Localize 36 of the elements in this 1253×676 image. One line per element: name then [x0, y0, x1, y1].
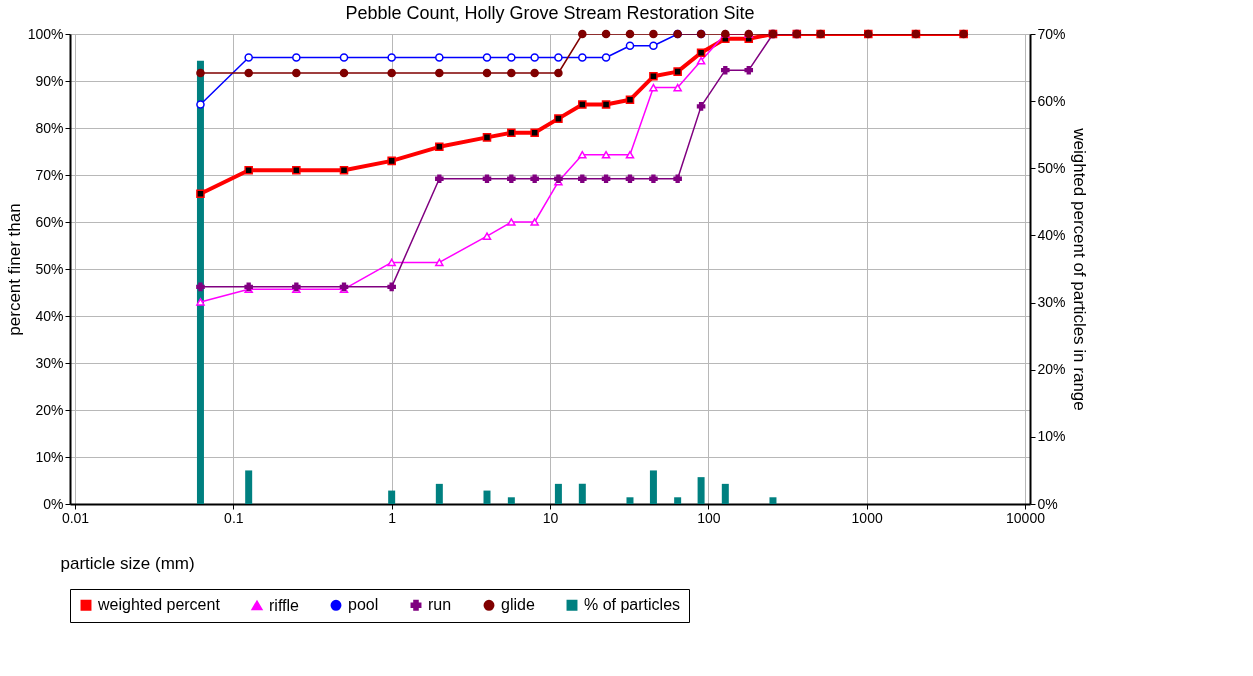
legend-label: pool: [348, 596, 379, 614]
x-tick-label: 10000: [1006, 509, 1046, 526]
legend-label: run: [428, 596, 452, 614]
y-tick-label: 60%: [35, 213, 64, 230]
legend-label: weighted percent: [97, 596, 221, 614]
y-tick-label: 50%: [35, 260, 64, 277]
y-axis-title: percent finer than: [4, 203, 24, 336]
y-tick-label: 80%: [35, 119, 64, 136]
x-tick-label: 100: [697, 509, 721, 526]
y2-tick-label: 20%: [1037, 361, 1066, 378]
y-tick-label: 0%: [43, 495, 64, 512]
y-tick-label: 70%: [35, 166, 64, 183]
x-tick-label: 1000: [851, 509, 883, 526]
y-tick-label: 30%: [35, 354, 64, 371]
y2-tick-label: 60%: [1037, 92, 1066, 109]
y-tick-label: 90%: [35, 72, 64, 89]
y2-tick-label: 70%: [1037, 25, 1066, 42]
legend-label: riffle: [269, 596, 300, 614]
legend-label: glide: [501, 596, 535, 614]
y2-tick-label: 30%: [1037, 294, 1066, 311]
y-tick-label: 100%: [27, 25, 64, 42]
x-tick-label: 0.1: [224, 509, 244, 526]
chart-title: Pebble Count, Holly Grove Stream Restoration Site: [345, 3, 755, 23]
x-axis-title: particle size (mm): [60, 553, 195, 573]
y-tick-label: 20%: [35, 401, 64, 418]
y2-tick-label: 40%: [1037, 226, 1066, 243]
x-tick-label: 0.01: [61, 509, 90, 526]
y-tick-label: 10%: [35, 448, 64, 465]
y2-axis-title: weighted percent of particles in range: [1069, 127, 1089, 411]
y2-tick-label: 50%: [1037, 159, 1066, 176]
y-tick-label: 40%: [35, 307, 64, 324]
x-tick-label: 10: [542, 509, 559, 526]
y2-tick-label: 10%: [1037, 428, 1066, 445]
y2-tick-label: 0%: [1037, 495, 1058, 512]
x-tick-label: 1: [388, 509, 397, 526]
legend-label: % of particles: [584, 596, 681, 614]
